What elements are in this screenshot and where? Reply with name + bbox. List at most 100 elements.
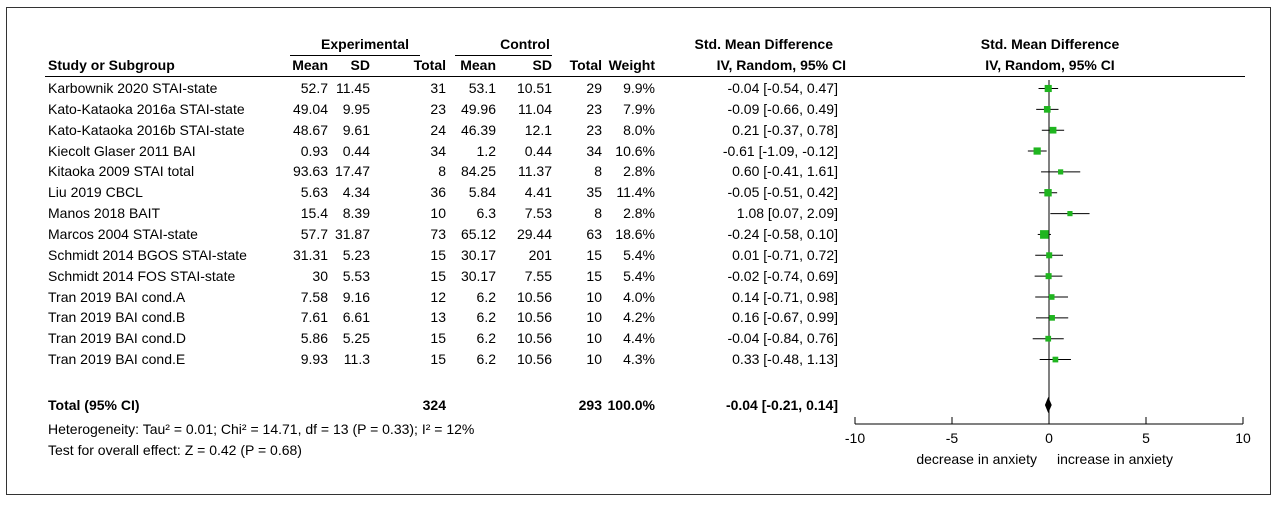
mean-experimental: 5.86 bbox=[300, 330, 328, 347]
mean-control: 46.39 bbox=[460, 121, 496, 138]
total-experimental: 15 bbox=[430, 246, 446, 263]
sd-control: 29.44 bbox=[516, 225, 552, 242]
total-n-experimental: 324 bbox=[422, 397, 446, 413]
mean-experimental: 15.4 bbox=[300, 205, 328, 222]
smd-ci: -0.24 [-0.58, 0.10] bbox=[727, 225, 838, 242]
smd-ci: -0.04 [-0.84, 0.76] bbox=[727, 330, 838, 347]
mean-experimental: 57.7 bbox=[300, 225, 328, 242]
mean-experimental: 7.61 bbox=[300, 309, 328, 326]
header-experimental: Experimental bbox=[321, 36, 409, 52]
study-name: Tran 2019 BAI cond.A bbox=[48, 288, 186, 305]
total-experimental: 12 bbox=[430, 288, 446, 305]
overall-effect-text: Test for overall effect: Z = 0.42 (P = 0… bbox=[48, 442, 302, 458]
sd-control: 10.51 bbox=[516, 80, 552, 96]
mean-control: 6.2 bbox=[476, 288, 496, 305]
smd-ci: 0.16 [-0.67, 0.99] bbox=[732, 309, 838, 326]
control-underline bbox=[455, 55, 552, 56]
weight: 5.4% bbox=[623, 267, 655, 284]
study-name: Kato-Kataoka 2016a STAI-state bbox=[48, 100, 245, 117]
total-experimental: 73 bbox=[430, 225, 446, 242]
sd-experimental: 6.61 bbox=[342, 309, 370, 326]
study-name: Marcos 2004 STAI-state bbox=[48, 225, 198, 242]
study-name: Kiecolt Glaser 2011 BAI bbox=[48, 142, 196, 159]
sd-control: 7.53 bbox=[524, 205, 552, 222]
x-tick-label: -5 bbox=[946, 430, 959, 446]
sd-control: 11.04 bbox=[518, 100, 552, 117]
x-tick-label: -10 bbox=[845, 430, 865, 446]
mean-control: 30.17 bbox=[460, 267, 496, 284]
mean-control: 6.3 bbox=[476, 205, 496, 222]
heterogeneity-text: Heterogeneity: Tau² = 0.01; Chi² = 14.71… bbox=[48, 421, 475, 437]
study-name: Tran 2019 BAI cond.D bbox=[48, 330, 187, 347]
weight: 8.0% bbox=[623, 121, 655, 138]
mean-control: 5.84 bbox=[468, 184, 496, 201]
pooled-diamond bbox=[1044, 397, 1052, 413]
mean-experimental: 52.7 bbox=[300, 80, 328, 96]
sd-control: 10.56 bbox=[516, 309, 552, 326]
col-sd-c: SD bbox=[532, 57, 552, 73]
col-mean-c: Mean bbox=[460, 57, 496, 73]
study-marker bbox=[1044, 84, 1052, 93]
col-total-c: Total bbox=[569, 57, 602, 73]
total-control: 10 bbox=[586, 330, 602, 347]
study-name: Liu 2019 CBCL bbox=[48, 184, 143, 201]
smd-ci: 1.08 [0.07, 2.09] bbox=[736, 205, 838, 222]
total-control: 34 bbox=[586, 142, 602, 159]
total-weight: 100.0% bbox=[607, 397, 655, 413]
total-control: 15 bbox=[586, 246, 602, 263]
study-marker bbox=[1046, 252, 1053, 259]
weight: 2.8% bbox=[623, 163, 655, 180]
mean-control: 65.12 bbox=[460, 225, 496, 242]
total-experimental: 10 bbox=[430, 205, 446, 222]
header-smd: Std. Mean Difference bbox=[694, 36, 833, 52]
mean-control: 6.2 bbox=[476, 309, 496, 326]
smd-ci: 0.14 [-0.71, 0.98] bbox=[732, 288, 838, 305]
total-control: 35 bbox=[586, 184, 602, 201]
study-marker bbox=[1058, 169, 1064, 175]
mean-control: 6.2 bbox=[476, 351, 496, 368]
study-marker bbox=[1040, 230, 1049, 239]
sd-control: 10.56 bbox=[516, 330, 552, 347]
mean-experimental: 31.31 bbox=[292, 246, 328, 263]
weight: 7.9% bbox=[623, 100, 655, 117]
smd-ci: -0.61 [-1.09, -0.12] bbox=[722, 142, 838, 159]
smd-ci: -0.02 [-0.74, 0.69] bbox=[727, 267, 838, 284]
col-sd-e: SD bbox=[350, 57, 370, 73]
mean-experimental: 30 bbox=[312, 267, 328, 284]
smd-ci: 0.33 [-0.48, 1.13] bbox=[732, 351, 838, 368]
col-study: Study or Subgroup bbox=[48, 57, 175, 73]
study-name: Kitaoka 2009 STAI total bbox=[48, 163, 195, 180]
x-tick-label: 5 bbox=[1142, 430, 1150, 446]
study-marker bbox=[1052, 356, 1059, 363]
mean-experimental: 93.63 bbox=[292, 163, 328, 180]
sd-control: 12.1 bbox=[524, 121, 552, 138]
mean-experimental: 49.04 bbox=[292, 100, 328, 117]
study-marker bbox=[1043, 106, 1051, 113]
mean-experimental: 5.63 bbox=[300, 184, 328, 201]
sd-experimental: 5.23 bbox=[342, 246, 370, 263]
sd-experimental: 11.45 bbox=[336, 80, 370, 96]
col-mean-e: Mean bbox=[292, 57, 328, 73]
total-experimental: 24 bbox=[430, 121, 446, 138]
total-experimental: 15 bbox=[430, 330, 446, 347]
weight: 4.0% bbox=[623, 288, 655, 305]
sd-experimental: 9.61 bbox=[342, 121, 370, 138]
study-marker bbox=[1067, 211, 1073, 217]
study-marker bbox=[1044, 189, 1052, 197]
total-experimental: 34 bbox=[430, 142, 446, 159]
x-tick-label: 10 bbox=[1235, 430, 1251, 446]
total-control: 8 bbox=[594, 205, 602, 222]
increase-label: increase in anxiety bbox=[1057, 451, 1173, 467]
weight: 4.4% bbox=[623, 330, 655, 347]
col-weight: Weight bbox=[608, 57, 655, 73]
total-experimental: 15 bbox=[430, 351, 446, 368]
sd-experimental: 11.3 bbox=[343, 351, 370, 368]
total-control: 23 bbox=[586, 121, 602, 138]
study-marker bbox=[1048, 294, 1055, 300]
col-ci-plot: IV, Random, 95% CI bbox=[985, 57, 1115, 73]
sd-experimental: 8.39 bbox=[342, 205, 370, 222]
smd-ci: 0.21 [-0.37, 0.78] bbox=[732, 121, 838, 138]
sd-experimental: 5.25 bbox=[342, 330, 370, 347]
total-experimental: 23 bbox=[430, 100, 446, 117]
